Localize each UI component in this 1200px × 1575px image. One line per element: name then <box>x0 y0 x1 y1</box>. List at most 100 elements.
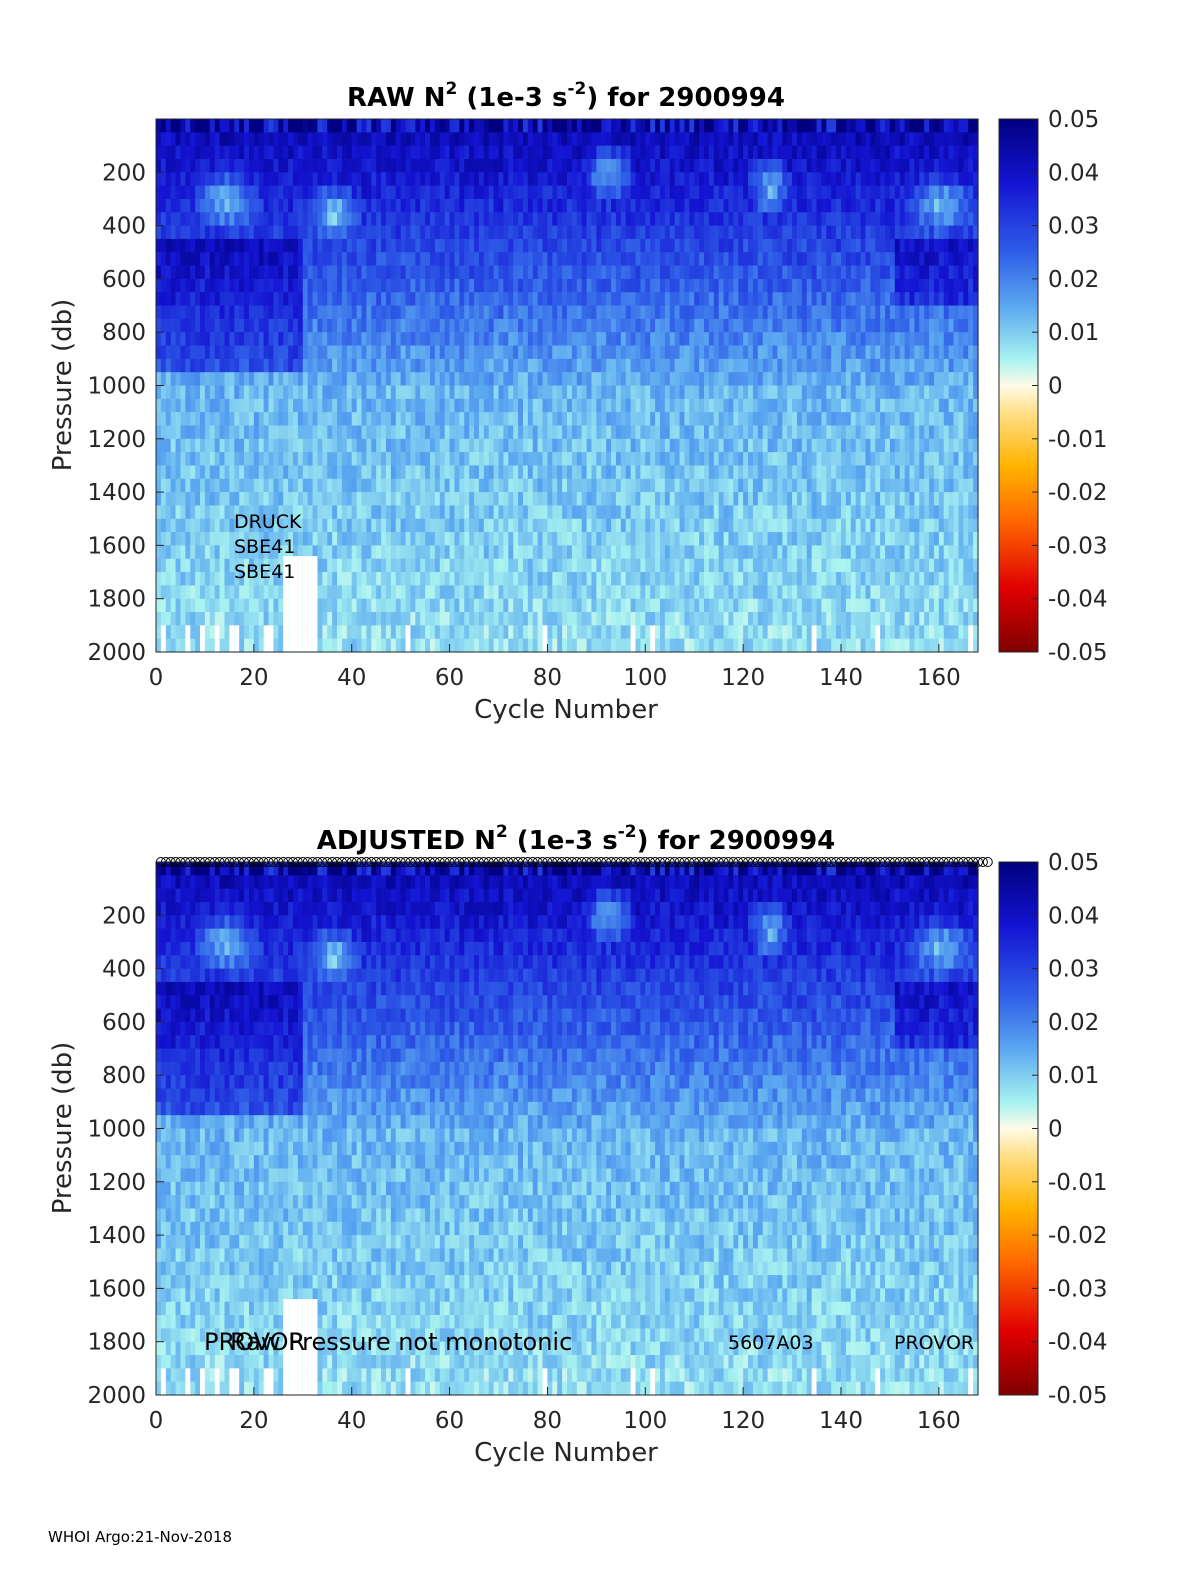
heat-cell <box>689 505 695 520</box>
heat-cell <box>464 265 470 280</box>
heat-cell <box>483 252 490 267</box>
heat-cell <box>635 212 641 227</box>
heat-cell <box>483 225 490 240</box>
heat-cell <box>620 345 627 360</box>
heat-cell <box>273 478 279 493</box>
heat-cell <box>200 452 206 467</box>
heat-cell <box>493 158 500 173</box>
heat-cell <box>366 185 372 200</box>
heat-cell <box>684 398 690 413</box>
heat-cell <box>234 292 240 307</box>
heat-cell <box>180 598 186 613</box>
heat-cell <box>640 585 646 600</box>
heat-cell <box>655 518 661 533</box>
heat-cell <box>689 638 695 653</box>
heat-cell <box>214 212 221 227</box>
heat-cell <box>204 425 211 440</box>
heat-cell <box>615 345 622 360</box>
heat-cell <box>317 572 323 586</box>
heat-cell <box>312 252 319 267</box>
heat-cell <box>762 172 769 187</box>
heat-cell <box>459 238 465 253</box>
heat-cell <box>268 585 275 600</box>
heat-cell <box>723 278 730 293</box>
heat-cell <box>337 212 343 227</box>
heat-cell <box>571 492 578 507</box>
heat-cell <box>762 545 769 560</box>
heat-cell <box>307 145 314 160</box>
heat-cell <box>669 518 676 533</box>
heat-cell <box>474 345 480 360</box>
heat-cell <box>224 198 230 213</box>
heat-cell <box>679 465 686 480</box>
heat-cell <box>522 438 529 453</box>
heat-cell <box>718 638 725 653</box>
heat-cell <box>258 398 265 413</box>
heat-cell <box>606 478 612 493</box>
heat-cell <box>449 158 456 173</box>
heat-cell <box>518 545 524 560</box>
heat-cell <box>430 465 436 480</box>
heat-cell <box>547 505 553 520</box>
heat-cell <box>234 398 240 413</box>
heat-cell <box>376 158 382 173</box>
heat-cell <box>341 238 348 253</box>
heat-cell <box>444 398 451 413</box>
heat-cell <box>405 425 412 440</box>
heat-cell <box>562 358 568 373</box>
heat-cell <box>527 438 534 453</box>
heat-cell <box>351 158 358 173</box>
heat-cell <box>503 158 509 173</box>
heat-cell <box>743 372 749 387</box>
heat-cell <box>312 225 319 240</box>
heat-cell <box>351 305 358 320</box>
heat-cell <box>684 238 690 253</box>
heat-cell <box>332 238 338 253</box>
heat-cell <box>728 372 734 387</box>
heat-cell <box>674 119 681 133</box>
heat-cell <box>175 452 182 467</box>
heat-cell <box>522 305 529 320</box>
heat-cell <box>679 158 686 173</box>
heat-cell <box>322 572 328 586</box>
heat-cell <box>185 172 191 187</box>
heat-cell <box>513 372 519 387</box>
heat-cell <box>366 625 372 640</box>
heat-cell <box>439 532 446 546</box>
heat-cell <box>650 265 656 280</box>
heat-cell <box>699 318 705 333</box>
heat-cell <box>611 412 617 427</box>
heat-cell <box>493 532 500 546</box>
heat-cell <box>694 345 700 360</box>
heat-cell <box>209 465 216 480</box>
heat-cell <box>508 358 514 373</box>
heat-cell <box>650 345 656 360</box>
heat-cell <box>757 158 764 173</box>
heat-cell <box>332 212 338 227</box>
heat-cell <box>317 212 323 227</box>
heat-cell <box>738 398 744 413</box>
heat-cell <box>674 158 681 173</box>
heat-cell <box>493 412 500 427</box>
heat-cell <box>273 119 279 133</box>
heat-cell <box>390 572 397 586</box>
heat-cell <box>239 172 245 187</box>
heat-cell <box>425 425 431 440</box>
heat-cell <box>160 238 167 253</box>
heat-cell <box>474 398 480 413</box>
heat-cell <box>752 438 759 453</box>
heat-cell <box>606 198 612 213</box>
heat-cell <box>699 598 705 613</box>
heat-cell <box>762 198 769 213</box>
heat-cell <box>224 119 230 133</box>
heat-cell <box>244 572 250 586</box>
heat-cell <box>170 438 177 453</box>
heat-cell <box>160 265 167 280</box>
heat-cell <box>655 265 661 280</box>
heat-cell <box>704 478 710 493</box>
heat-cell <box>464 545 470 560</box>
heat-cell <box>341 612 348 626</box>
heat-cell <box>219 638 226 653</box>
heat-cell <box>708 318 715 333</box>
heat-cell <box>694 332 700 347</box>
